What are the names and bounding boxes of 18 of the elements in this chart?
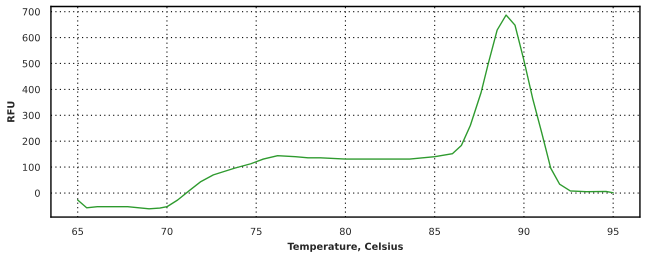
x-tick-label: 75 xyxy=(250,228,262,236)
y-tick-label: 100 xyxy=(23,164,40,171)
x-tick-label: 80 xyxy=(340,228,351,236)
x-tick-label: 70 xyxy=(162,228,172,236)
y-axis-title: RFU xyxy=(7,102,15,122)
y-tick-label: 500 xyxy=(22,60,40,68)
x-tick-label: 90 xyxy=(518,228,530,236)
x-axis-title: Temperature, Celsius xyxy=(288,242,403,252)
x-tick-label: 95 xyxy=(608,228,619,236)
x-tick-label: 65 xyxy=(72,228,84,236)
y-tick-label: 700 xyxy=(22,8,40,16)
y-tick-label: 200 xyxy=(22,138,40,146)
y-tick-label: 300 xyxy=(22,112,40,120)
line-series xyxy=(77,14,614,210)
y-tick-label: 400 xyxy=(22,86,40,94)
y-tick-label: 0 xyxy=(34,189,40,197)
y-tick-label: 600 xyxy=(22,34,40,42)
x-tick-label: 85 xyxy=(429,228,440,236)
